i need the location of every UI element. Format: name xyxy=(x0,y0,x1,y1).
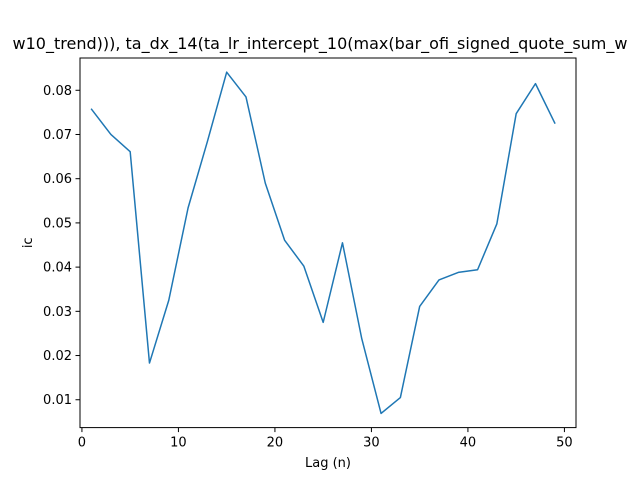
x-axis-label: Lag (n) xyxy=(305,456,351,471)
x-tick-label: 0 xyxy=(78,436,86,451)
chart-title: w10_trend))), ta_dx_14(ta_lr_intercept_1… xyxy=(13,34,628,54)
y-tick-label: 0.03 xyxy=(43,305,72,320)
y-axis-label: ic xyxy=(21,237,36,248)
x-tick-label: 10 xyxy=(170,436,187,451)
axes-frame xyxy=(79,57,577,429)
x-tick-label: 50 xyxy=(556,436,573,451)
series-line xyxy=(90,71,556,415)
y-tick-label: 0.02 xyxy=(43,349,72,364)
x-tick-label: 30 xyxy=(363,436,380,451)
x-tick-label: 40 xyxy=(460,436,477,451)
y-tick-label: 0.06 xyxy=(43,172,72,187)
y-tick-label: 0.07 xyxy=(43,128,72,143)
y-tick-label: 0.08 xyxy=(43,84,72,99)
x-tick-label: 20 xyxy=(267,436,284,451)
plot-area: 0 10 20 30 40 50 0.01 0.02 0.03 0.04 0.05 0.06 0.07 0… xyxy=(43,71,573,451)
y-tick-label: 0.05 xyxy=(43,216,72,231)
y-tick-label: 0.01 xyxy=(43,393,72,408)
y-tick-label: 0.04 xyxy=(43,261,72,276)
